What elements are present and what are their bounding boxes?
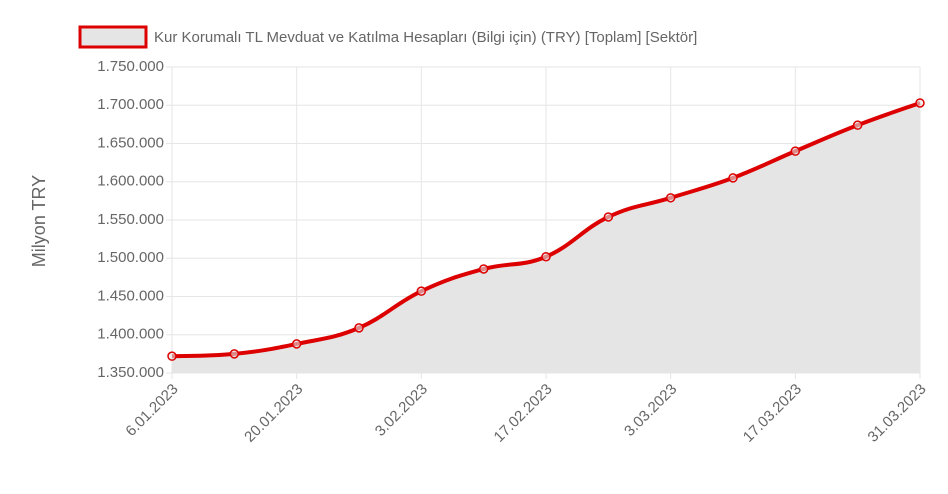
point — [603, 212, 614, 222]
x-tick-label: 3.02.2023 — [372, 381, 431, 440]
point — [478, 264, 489, 274]
y-axis-title: Milyon TRY — [29, 175, 49, 267]
x-tick-label: 20.01.2023 — [241, 381, 306, 446]
point — [665, 193, 676, 203]
point — [541, 251, 551, 262]
y-tick-label: 1.650.000 — [97, 134, 164, 151]
y-tick-label: 1.550.000 — [97, 211, 164, 228]
point — [354, 323, 364, 333]
point — [728, 173, 738, 183]
y-tick-label: 1.450.000 — [97, 287, 164, 304]
y-tick-label: 1.400.000 — [97, 326, 164, 343]
x-tick-label: 17.02.2023 — [491, 381, 556, 446]
x-tick-label: 31.03.2023 — [865, 381, 930, 446]
point — [852, 120, 863, 130]
x-tick-label: 6.01.2023 — [122, 381, 181, 440]
point — [291, 339, 302, 349]
y-tick-label: 1.500.000 — [97, 249, 164, 266]
point — [790, 146, 801, 156]
y-tick-label: 1.350.000 — [97, 364, 164, 381]
y-tick-label: 1.600.000 — [97, 173, 164, 190]
point — [167, 351, 177, 361]
point — [915, 98, 925, 108]
y-tick-label: 1.700.000 — [97, 96, 164, 113]
legend-swatch — [78, 25, 148, 49]
area — [172, 102, 920, 373]
point — [229, 349, 240, 359]
legend-label: Kur Korumalı TL Mevduat ve Katılma Hesap… — [154, 29, 697, 46]
y-tick-label: 1.750.000 — [97, 58, 164, 75]
point — [416, 286, 427, 296]
x-tick-label: 3.03.2023 — [621, 381, 680, 440]
x-tick-label: 17.03.2023 — [740, 381, 805, 446]
